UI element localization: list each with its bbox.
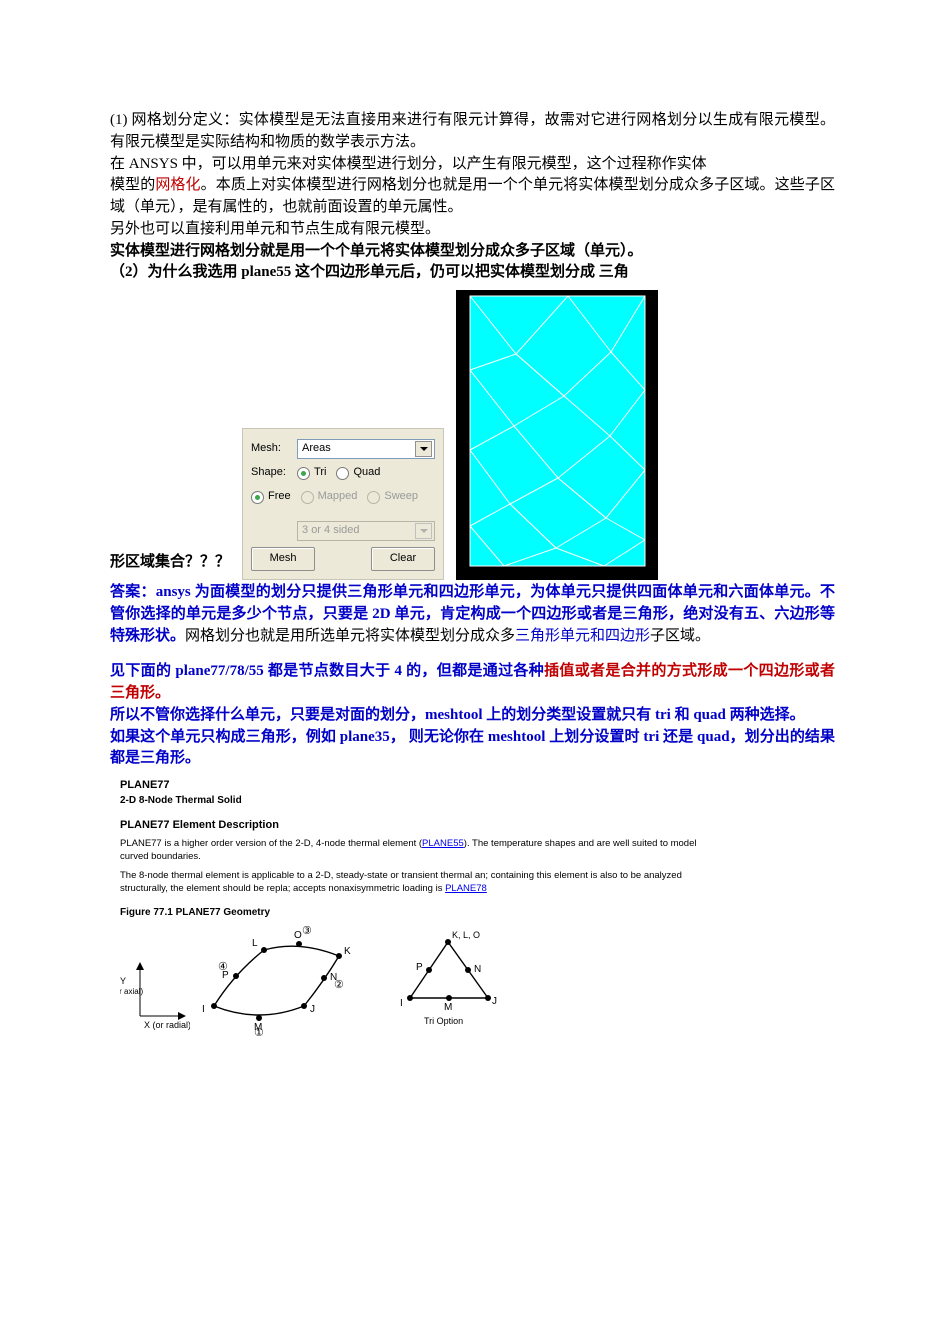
svg-text:K, L, O: K, L, O	[452, 930, 480, 940]
answer-1: 答案：ansys 为面模型的划分只提供三角形单元和四边形单元，为体单元只提供四面…	[110, 582, 835, 647]
svg-text:P: P	[416, 962, 423, 973]
doc-h2: 2-D 8-Node Thermal Solid	[120, 794, 700, 809]
answer-a1d: 子区域。	[650, 628, 710, 644]
meshtool-tri-label: Tri	[314, 465, 326, 481]
screenshot-row: 形区域集合？？？ Mesh: Areas Shape: Tri Quad	[110, 290, 835, 580]
meshtool-mesh-row: Mesh: Areas	[251, 439, 435, 459]
answer-4: 如果这个单元只构成三角形，例如 plane35， 则无论你在 meshtool …	[110, 727, 835, 771]
meshtool-mesh-value: Areas	[302, 441, 331, 457]
doc-h1: PLANE77	[120, 778, 700, 794]
para-ansys-d: 。本质上对实体模型进行网格划分也就是用一个个单元将实体模型划分成众多子区域。这些…	[110, 177, 835, 215]
radio-icon	[251, 491, 264, 504]
radio-icon	[297, 467, 310, 480]
meshtool-radio-tri[interactable]: Tri	[297, 465, 326, 481]
svg-text:I: I	[400, 998, 403, 1009]
para-direct: 另外也可以直接利用单元和节点生成有限元模型。	[110, 219, 835, 241]
para-question: （2）为什么我选用 plane55 这个四边形单元后，仍可以把实体模型划分成 三…	[110, 262, 835, 284]
svg-text:J: J	[310, 1004, 315, 1015]
svg-text:K: K	[344, 946, 351, 957]
svg-text:③: ③	[302, 926, 312, 937]
para-summary: 实体模型进行网格划分就是用一个个单元将实体模型划分成众多子区域（单元）。	[110, 241, 835, 263]
meshtool-panel: Mesh: Areas Shape: Tri Quad	[242, 428, 444, 580]
question-tail: 形区域集合？？？	[110, 552, 230, 580]
meshtool-mesh-label: Mesh:	[251, 441, 297, 457]
para-ansys-b: 模型的	[110, 177, 155, 193]
doc-h3: PLANE77 Element Description	[120, 818, 700, 834]
meshtool-sided-dropdown: 3 or 4 sided	[297, 521, 435, 541]
plane77-doc: PLANE77 2-D 8-Node Thermal Solid PLANE77…	[120, 778, 700, 1036]
doc-txt1: PLANE77 is a higher order version of the…	[120, 838, 700, 864]
svg-text:④: ④	[218, 961, 228, 973]
quad-element-diagram: I M J N K O L P ① ② ③ ④	[194, 926, 394, 1036]
para-ansys: 在 ANSYS 中，可以用单元来对实体模型进行划分，以产生有限元模型，这个过程称…	[110, 154, 835, 219]
para-ansys-a: 在 ANSYS 中，可以用单元来对实体模型进行划分，以产生有限元模型，这个过程称…	[110, 156, 707, 172]
para-ansys-meshing: 网格化	[155, 177, 200, 193]
meshtool-mode-row: Free Mapped Sweep	[251, 487, 435, 507]
svg-text:M: M	[444, 1002, 452, 1013]
radio-icon	[367, 491, 380, 504]
chevron-down-icon	[420, 529, 428, 533]
svg-text:①: ①	[254, 1027, 264, 1036]
meshtool-quad-label: Quad	[353, 465, 380, 481]
svg-text:X (or radial): X (or radial)	[144, 1020, 190, 1030]
tri-element-diagram: I M J N K, L, O P Tri Option	[398, 926, 518, 1036]
answer-b1a: 见下面的 plane77/78/55 都是节点数目大于 4 的，但都是通过各种	[110, 663, 544, 679]
doc-txt2: The 8-node thermal element is applicable…	[120, 870, 700, 896]
meshtool-radio-sweep: Sweep	[367, 489, 418, 505]
meshtool-sweep-label: Sweep	[384, 489, 418, 505]
meshtool-mesh-button[interactable]: Mesh	[251, 547, 315, 571]
svg-text:L: L	[252, 938, 258, 949]
doc-link-plane78[interactable]: PLANE78	[445, 883, 487, 894]
doc-txt2a: The 8-node thermal element is applicable…	[120, 870, 682, 894]
para-definition: (1) 网格划分定义：实体模型是无法直接用来进行有限元计算得，故需对它进行网格划…	[110, 110, 835, 154]
radio-icon	[301, 491, 314, 504]
svg-text:I: I	[202, 1004, 205, 1015]
answer-3: 所以不管你选择什么单元，只要是对面的划分，meshtool 上的划分类型设置就只…	[110, 705, 835, 727]
answer-a1b: 网格划分也就是用所选单元将实体模型划分成众多	[185, 628, 515, 644]
dropdown-button-icon	[415, 523, 432, 539]
radio-icon	[336, 467, 349, 480]
mesh-visualization	[456, 290, 658, 580]
meshtool-sided-label: 3 or 4 sided	[302, 523, 359, 539]
mesh-button-label: Mesh	[270, 551, 297, 567]
meshtool-free-label: Free	[268, 489, 291, 505]
meshtool-radio-mapped: Mapped	[301, 489, 358, 505]
svg-text:O: O	[294, 930, 302, 941]
chevron-down-icon	[420, 447, 428, 451]
doc-fig-caption: Figure 77.1 PLANE77 Geometry	[120, 906, 700, 921]
dropdown-button-icon	[415, 441, 432, 457]
svg-text:Y: Y	[120, 976, 126, 986]
answer-a1c: 三角形单元和四边形	[515, 628, 650, 644]
meshtool-clear-button[interactable]: Clear	[371, 547, 435, 571]
axes-diagram: Y (or axial) X (or radial)	[120, 956, 190, 1036]
answer-2: 见下面的 plane77/78/55 都是节点数目大于 4 的，但都是通过各种插…	[110, 661, 835, 705]
meshtool-sided-row: 3 or 4 sided	[251, 521, 435, 541]
meshtool-mesh-dropdown[interactable]: Areas	[297, 439, 435, 459]
doc-txt1a: PLANE77 is a higher order version of the…	[120, 838, 422, 849]
meshtool-buttons-row: Mesh Clear	[251, 547, 435, 571]
meshtool-shape-row: Shape: Tri Quad	[251, 463, 435, 483]
svg-text:Tri Option: Tri Option	[424, 1016, 463, 1026]
document-page: (1) 网格划分定义：实体模型是无法直接用来进行有限元计算得，故需对它进行网格划…	[0, 0, 945, 1096]
svg-text:N: N	[474, 964, 481, 975]
clear-button-label: Clear	[390, 551, 416, 567]
meshtool-radio-free[interactable]: Free	[251, 489, 291, 505]
svg-text:(or axial): (or axial)	[120, 987, 143, 996]
doc-link-plane55[interactable]: PLANE55	[422, 838, 464, 849]
meshtool-radio-quad[interactable]: Quad	[336, 465, 380, 481]
doc-geometry: Y (or axial) X (or radial) I M J N K O L…	[120, 926, 700, 1036]
meshtool-shape-label: Shape:	[251, 465, 297, 481]
meshtool-mapped-label: Mapped	[318, 489, 358, 505]
svg-text:②: ②	[334, 979, 344, 991]
svg-text:J: J	[492, 996, 497, 1007]
